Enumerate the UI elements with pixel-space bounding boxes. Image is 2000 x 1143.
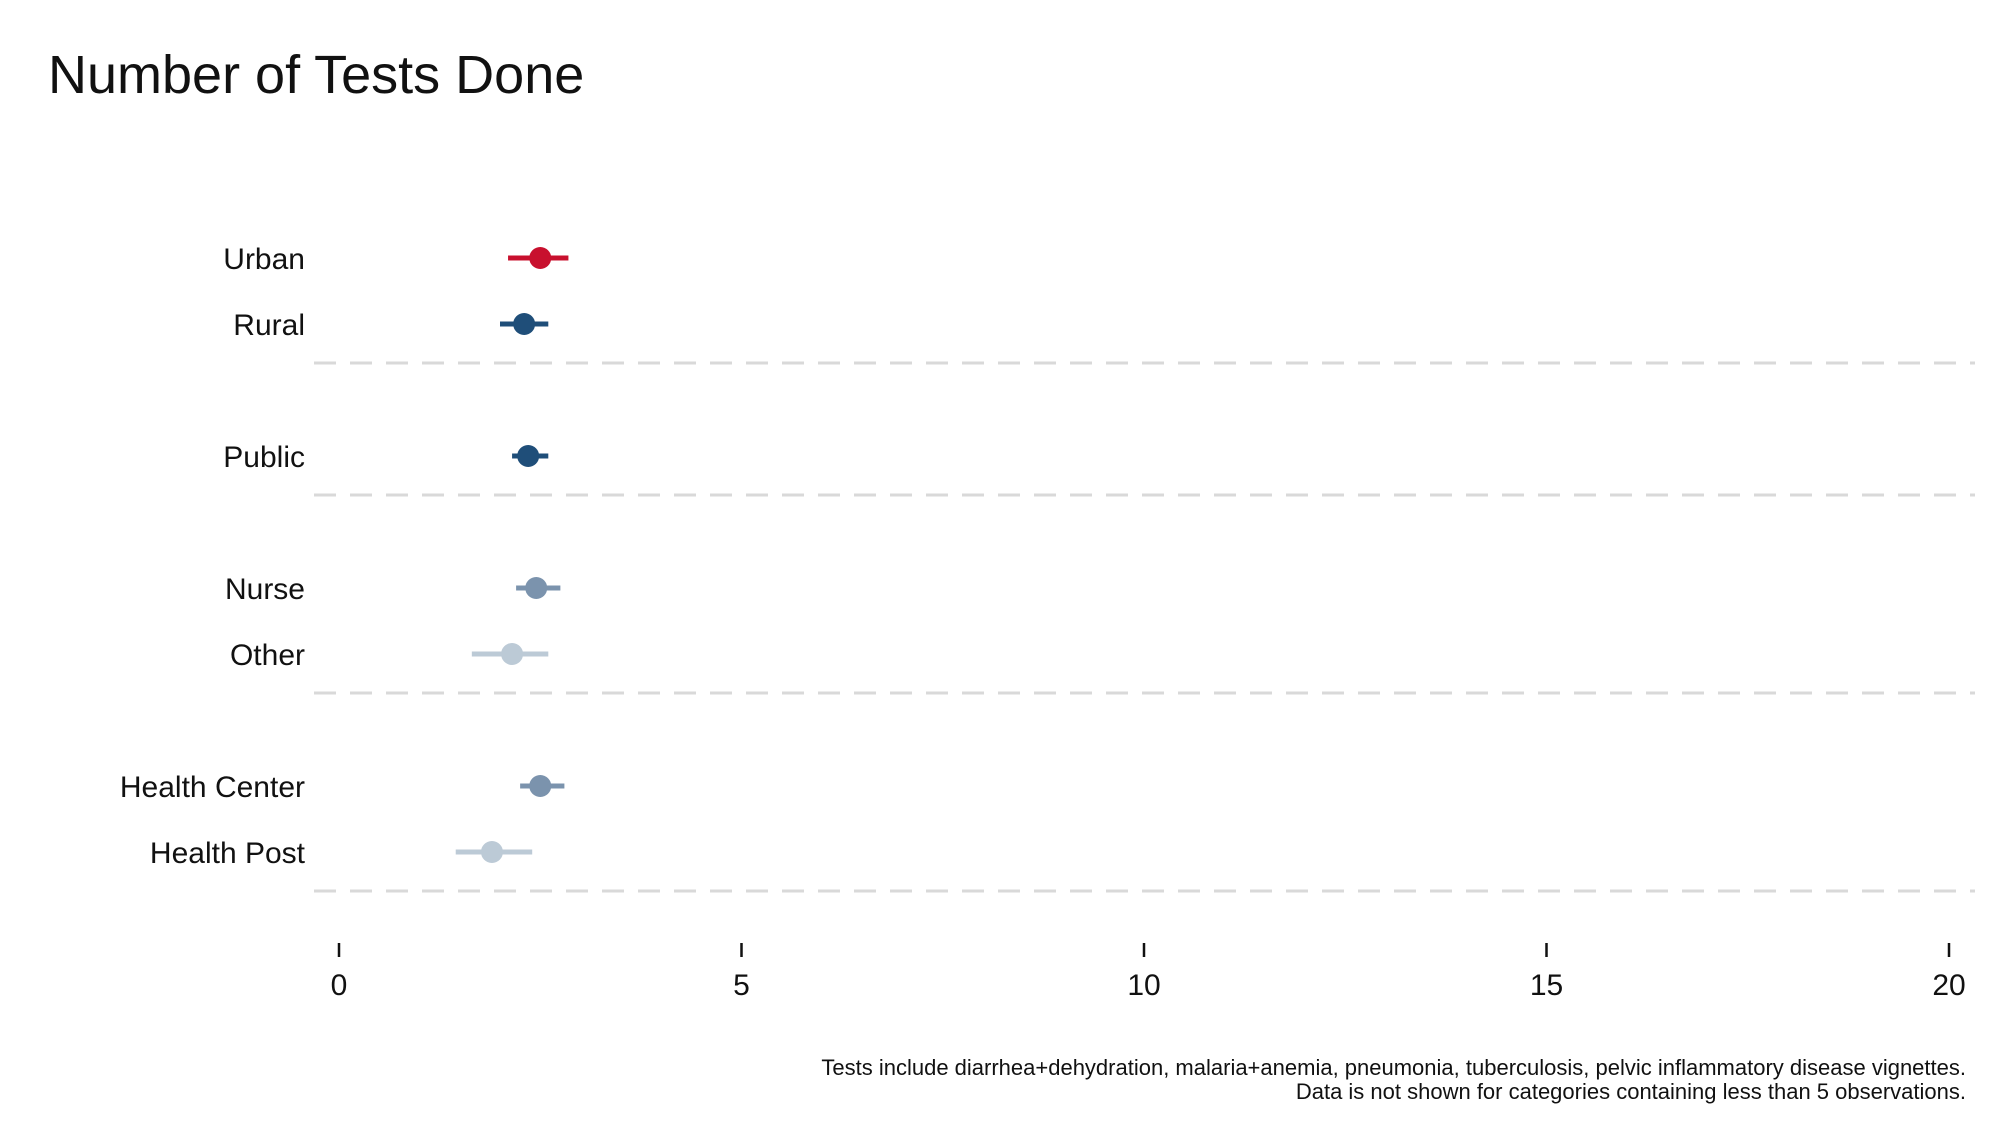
chart-title: Number of Tests Done bbox=[48, 45, 584, 105]
data-point bbox=[480, 841, 503, 863]
category-label: Public bbox=[223, 441, 305, 474]
category-label: Urban bbox=[223, 243, 305, 276]
chart-notes: Tests include diarrhea+dehydration, mala… bbox=[821, 1055, 1966, 1104]
chart-row: Health Center bbox=[120, 771, 565, 804]
x-tick-label: 15 bbox=[1530, 969, 1563, 1002]
data-point bbox=[501, 643, 524, 665]
chart-note: Data is not shown for categories contain… bbox=[1296, 1079, 1966, 1104]
chart-row: Urban bbox=[223, 243, 569, 276]
chart-rows: Urban Rural Public Nurse Other Health Center H… bbox=[120, 243, 569, 870]
category-label: Nurse bbox=[225, 573, 305, 606]
category-label: Rural bbox=[233, 309, 305, 342]
data-point bbox=[513, 313, 536, 335]
data-point bbox=[517, 445, 540, 467]
chart-row: Nurse bbox=[225, 573, 561, 606]
category-label: Other bbox=[230, 639, 305, 672]
data-point bbox=[529, 775, 552, 797]
x-tick-label: 0 bbox=[331, 969, 348, 1002]
x-tick-label: 20 bbox=[1932, 969, 1965, 1002]
chart-note: Tests include diarrhea+dehydration, mala… bbox=[821, 1055, 1966, 1080]
x-tick-label: 5 bbox=[733, 969, 750, 1002]
chart-row: Public bbox=[223, 441, 549, 474]
chart-row: Rural bbox=[233, 309, 549, 342]
category-label: Health Post bbox=[150, 837, 306, 870]
x-axis: 0 5 10 15 20 bbox=[331, 943, 1966, 1002]
group-separators bbox=[314, 361, 1975, 893]
chart-row: Other bbox=[230, 639, 549, 672]
x-tick-label: 10 bbox=[1127, 969, 1160, 1002]
category-label: Health Center bbox=[120, 771, 305, 804]
data-point bbox=[529, 247, 552, 269]
chart-row: Health Post bbox=[150, 837, 533, 870]
data-point bbox=[525, 577, 548, 599]
